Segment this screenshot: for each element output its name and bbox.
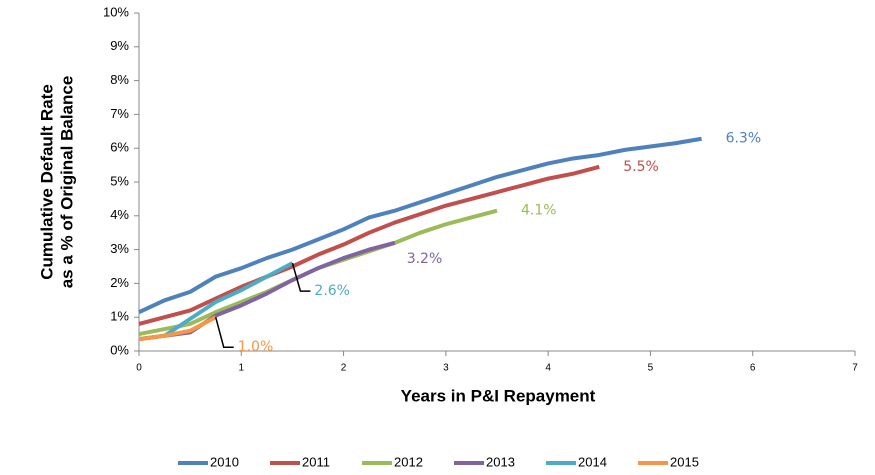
x-tick-label: 4 <box>545 363 551 374</box>
legend-label: 2011 <box>302 454 330 469</box>
y-tick-label: 7% <box>110 106 129 121</box>
x-tick-label: 0 <box>136 363 142 374</box>
x-tick-label: 6 <box>750 363 756 374</box>
series-line <box>138 136 702 314</box>
y-tick-label: 9% <box>110 38 129 53</box>
x-axis-title: Years in P&I Repayment <box>401 386 596 405</box>
x-tick-label: 5 <box>648 363 654 374</box>
x-tick-label: 3 <box>443 363 449 374</box>
y-tick-label: 4% <box>110 207 129 222</box>
y-tick-label: 0% <box>110 342 129 357</box>
x-tick-label: 2 <box>341 363 347 374</box>
y-tick-label: 10% <box>103 4 129 19</box>
leader-line <box>214 317 234 348</box>
legend-label: 2013 <box>486 454 515 469</box>
x-tick-label: 7 <box>852 363 858 374</box>
y-tick-label: 6% <box>110 140 129 155</box>
legend-label: 2012 <box>394 454 423 469</box>
legend-label: 2010 <box>210 454 239 469</box>
data-label: 4.1% <box>521 203 557 219</box>
y-tick-label: 8% <box>110 72 129 87</box>
y-tick-label: 1% <box>110 309 129 324</box>
y-axis-title: Cumulative Default Rate <box>37 84 56 280</box>
leader-line <box>291 262 311 292</box>
series-line <box>138 315 217 342</box>
y-axis-title: as a % of Original Balance <box>57 76 76 289</box>
x-tick-label: 1 <box>239 363 245 374</box>
y-tick-label: 2% <box>110 275 129 290</box>
data-label: 1.0% <box>238 339 274 355</box>
data-label: 2.6% <box>314 283 350 299</box>
data-label: 6.3% <box>726 131 762 147</box>
legend-label: 2015 <box>670 454 699 469</box>
data-label: 3.2% <box>407 251 443 267</box>
y-tick-label: 5% <box>110 173 129 188</box>
series-line <box>138 164 600 326</box>
y-tick-label: 3% <box>110 241 129 256</box>
legend-label: 2014 <box>578 454 607 469</box>
data-label: 5.5% <box>623 159 659 175</box>
